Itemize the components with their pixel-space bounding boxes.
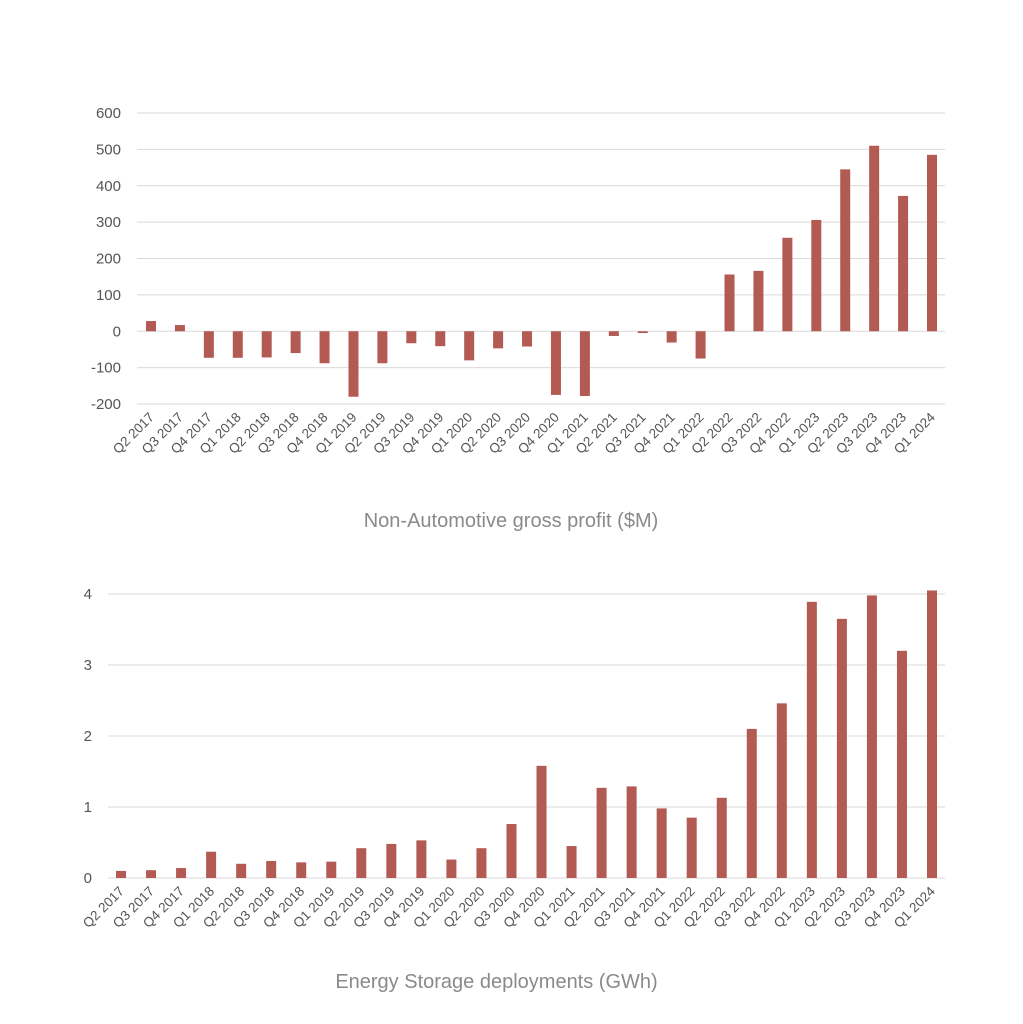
bar <box>326 861 337 878</box>
bar <box>266 860 277 878</box>
bar <box>656 808 667 878</box>
y-tick-label: 400 <box>96 178 121 195</box>
y-tick-label: 4 <box>84 586 92 603</box>
y-tick-label: 200 <box>96 251 121 268</box>
bar <box>806 601 817 878</box>
bar <box>446 859 457 878</box>
bar <box>637 331 648 334</box>
y-tick-label: -200 <box>91 396 121 413</box>
bar <box>898 195 909 332</box>
bar <box>866 595 877 878</box>
bar <box>261 331 272 358</box>
bar <box>753 270 764 332</box>
bar <box>782 237 793 332</box>
bar <box>464 331 475 361</box>
bar <box>290 331 301 354</box>
y-tick-label: 0 <box>84 870 92 887</box>
bar <box>236 863 247 878</box>
bar <box>522 331 533 347</box>
bar <box>836 618 847 878</box>
bar <box>493 331 504 349</box>
bar <box>206 851 217 878</box>
bar <box>435 331 446 347</box>
bar <box>579 331 590 396</box>
bar <box>296 862 307 878</box>
bar <box>506 824 517 878</box>
bar <box>927 590 937 878</box>
y-tick-label: 3 <box>84 657 92 674</box>
y-tick-label: 600 <box>96 105 121 122</box>
y-tick-label: 300 <box>96 214 121 231</box>
bar <box>348 331 359 397</box>
bar <box>356 848 367 878</box>
bar <box>566 846 577 878</box>
bar <box>176 868 187 878</box>
bar <box>695 331 706 359</box>
bar <box>232 331 243 358</box>
bar <box>386 843 397 878</box>
bar <box>146 321 156 332</box>
bar <box>666 331 677 343</box>
bar <box>811 219 822 332</box>
y-tick-label: 2 <box>84 728 92 745</box>
bar <box>203 331 214 358</box>
bar <box>476 848 487 878</box>
bar <box>377 331 388 364</box>
bar <box>746 728 757 878</box>
bar <box>596 787 607 878</box>
bar <box>776 703 787 878</box>
bar <box>686 817 697 878</box>
bar <box>724 274 735 332</box>
chart-title: Non-Automotive gross profit ($M) <box>364 510 659 532</box>
bar <box>116 870 126 878</box>
y-tick-label: -100 <box>91 360 121 377</box>
bar <box>927 154 937 332</box>
bar <box>406 331 417 344</box>
y-tick-label: 0 <box>113 323 121 340</box>
bar <box>550 331 561 395</box>
bar <box>869 145 880 332</box>
y-tick-label: 100 <box>96 287 121 304</box>
bar <box>896 650 907 878</box>
bar <box>608 331 619 336</box>
bar <box>416 840 427 878</box>
bar <box>146 870 157 878</box>
bar <box>840 169 851 332</box>
bar <box>626 786 637 878</box>
y-tick-label: 500 <box>96 141 121 158</box>
bar <box>536 765 547 878</box>
bar <box>319 331 330 364</box>
y-tick-label: 1 <box>84 799 92 816</box>
chart-title: Energy Storage deployments (GWh) <box>335 971 657 993</box>
bar <box>174 325 185 332</box>
bar <box>716 797 727 878</box>
